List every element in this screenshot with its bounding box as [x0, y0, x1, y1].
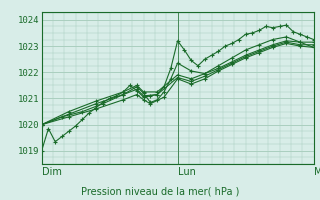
Text: Pression niveau de la mer( hPa ): Pression niveau de la mer( hPa )	[81, 186, 239, 196]
